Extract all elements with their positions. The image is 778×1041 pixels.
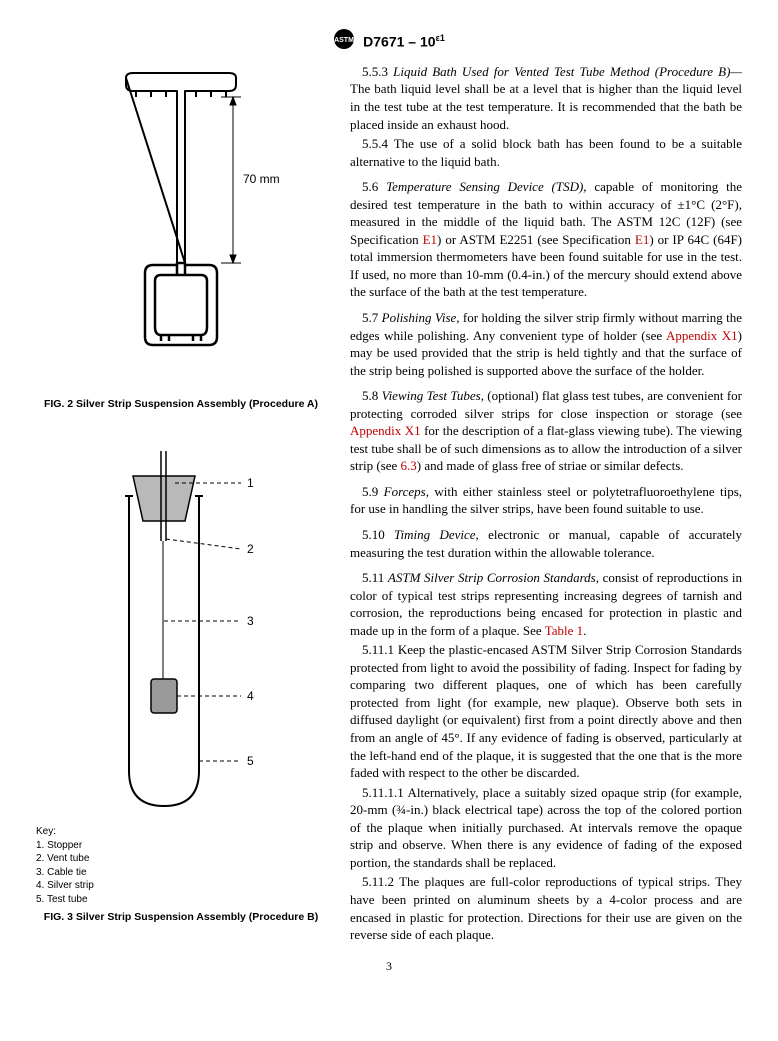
para-5-11-1-1: 5.11.1.1 Alternatively, place a suitably… xyxy=(350,784,742,872)
para-5-8: 5.8 Viewing Test Tubes, (optional) flat … xyxy=(350,387,742,475)
para-5-7: 5.7 Polishing Vise, for holding the silv… xyxy=(350,309,742,379)
fig3-caption: FIG. 3 Silver Strip Suspension Assembly … xyxy=(36,910,326,924)
fig2-svg: 70 mm xyxy=(71,63,291,393)
link-appendix-x1[interactable]: Appendix X1 xyxy=(666,328,738,343)
fig3-key: Key: 1. Stopper 2. Vent tube 3. Cable ti… xyxy=(36,825,326,906)
doc-id: D7671 – 10ε1 xyxy=(363,32,445,52)
para-5-9: 5.9 Forceps, with either stainless steel… xyxy=(350,483,742,518)
fig3-callout-4: 4 xyxy=(247,689,254,703)
para-5-5-3: 5.5.3 Liquid Bath Used for Vented Test T… xyxy=(350,63,742,133)
figures-column: 70 mm FIG. 2 Silver Strip Suspension Ass… xyxy=(36,63,326,946)
fig3-callout-2: 2 xyxy=(247,542,254,556)
fig3-callout-3: 3 xyxy=(247,614,254,628)
para-5-5-4: 5.5.4 The use of a solid block bath has … xyxy=(350,135,742,170)
para-5-6: 5.6 Temperature Sensing Device (TSD), ca… xyxy=(350,178,742,301)
fig3-key-item: 3. Cable tie xyxy=(36,866,326,880)
link-6-3[interactable]: 6.3 xyxy=(401,458,417,473)
para-5-11-2: 5.11.2 The plaques are full-color reprod… xyxy=(350,873,742,943)
para-5-10: 5.10 Timing Device, electronic or manual… xyxy=(350,526,742,561)
figure-2: 70 mm FIG. 2 Silver Strip Suspension Ass… xyxy=(36,63,326,411)
fig3-callout-5: 5 xyxy=(247,754,254,768)
astm-logo-icon: ASTM xyxy=(333,28,355,55)
text-column: 5.5.3 Liquid Bath Used for Vented Test T… xyxy=(350,63,742,946)
fig3-callout-1: 1 xyxy=(247,476,254,490)
content-columns: 70 mm FIG. 2 Silver Strip Suspension Ass… xyxy=(36,63,742,946)
page-header: ASTM D7671 – 10ε1 xyxy=(36,28,742,55)
fig2-dimension-label: 70 mm xyxy=(243,172,280,186)
fig2-caption: FIG. 2 Silver Strip Suspension Assembly … xyxy=(36,397,326,411)
svg-text:ASTM: ASTM xyxy=(334,37,354,44)
fig3-key-item: 4. Silver strip xyxy=(36,879,326,893)
fig3-key-item: 2. Vent tube xyxy=(36,852,326,866)
para-5-11: 5.11 ASTM Silver Strip Corrosion Standar… xyxy=(350,569,742,639)
para-5-11-1: 5.11.1 Keep the plastic-encased ASTM Sil… xyxy=(350,641,742,781)
fig3-svg: 1 2 3 4 5 xyxy=(71,421,291,821)
link-e1[interactable]: E1 xyxy=(423,232,437,247)
fig3-key-item: 1. Stopper xyxy=(36,839,326,853)
page-number: 3 xyxy=(36,958,742,974)
fig3-key-item: 5. Test tube xyxy=(36,893,326,907)
link-appendix-x1-b[interactable]: Appendix X1 xyxy=(350,423,421,438)
link-table-1[interactable]: Table 1 xyxy=(545,623,583,638)
figure-3: 1 2 3 4 5 Key: 1. Stopper 2. Vent tube 3… xyxy=(36,421,326,924)
link-e1-b[interactable]: E1 xyxy=(635,232,649,247)
fig3-key-title: Key: xyxy=(36,825,326,839)
